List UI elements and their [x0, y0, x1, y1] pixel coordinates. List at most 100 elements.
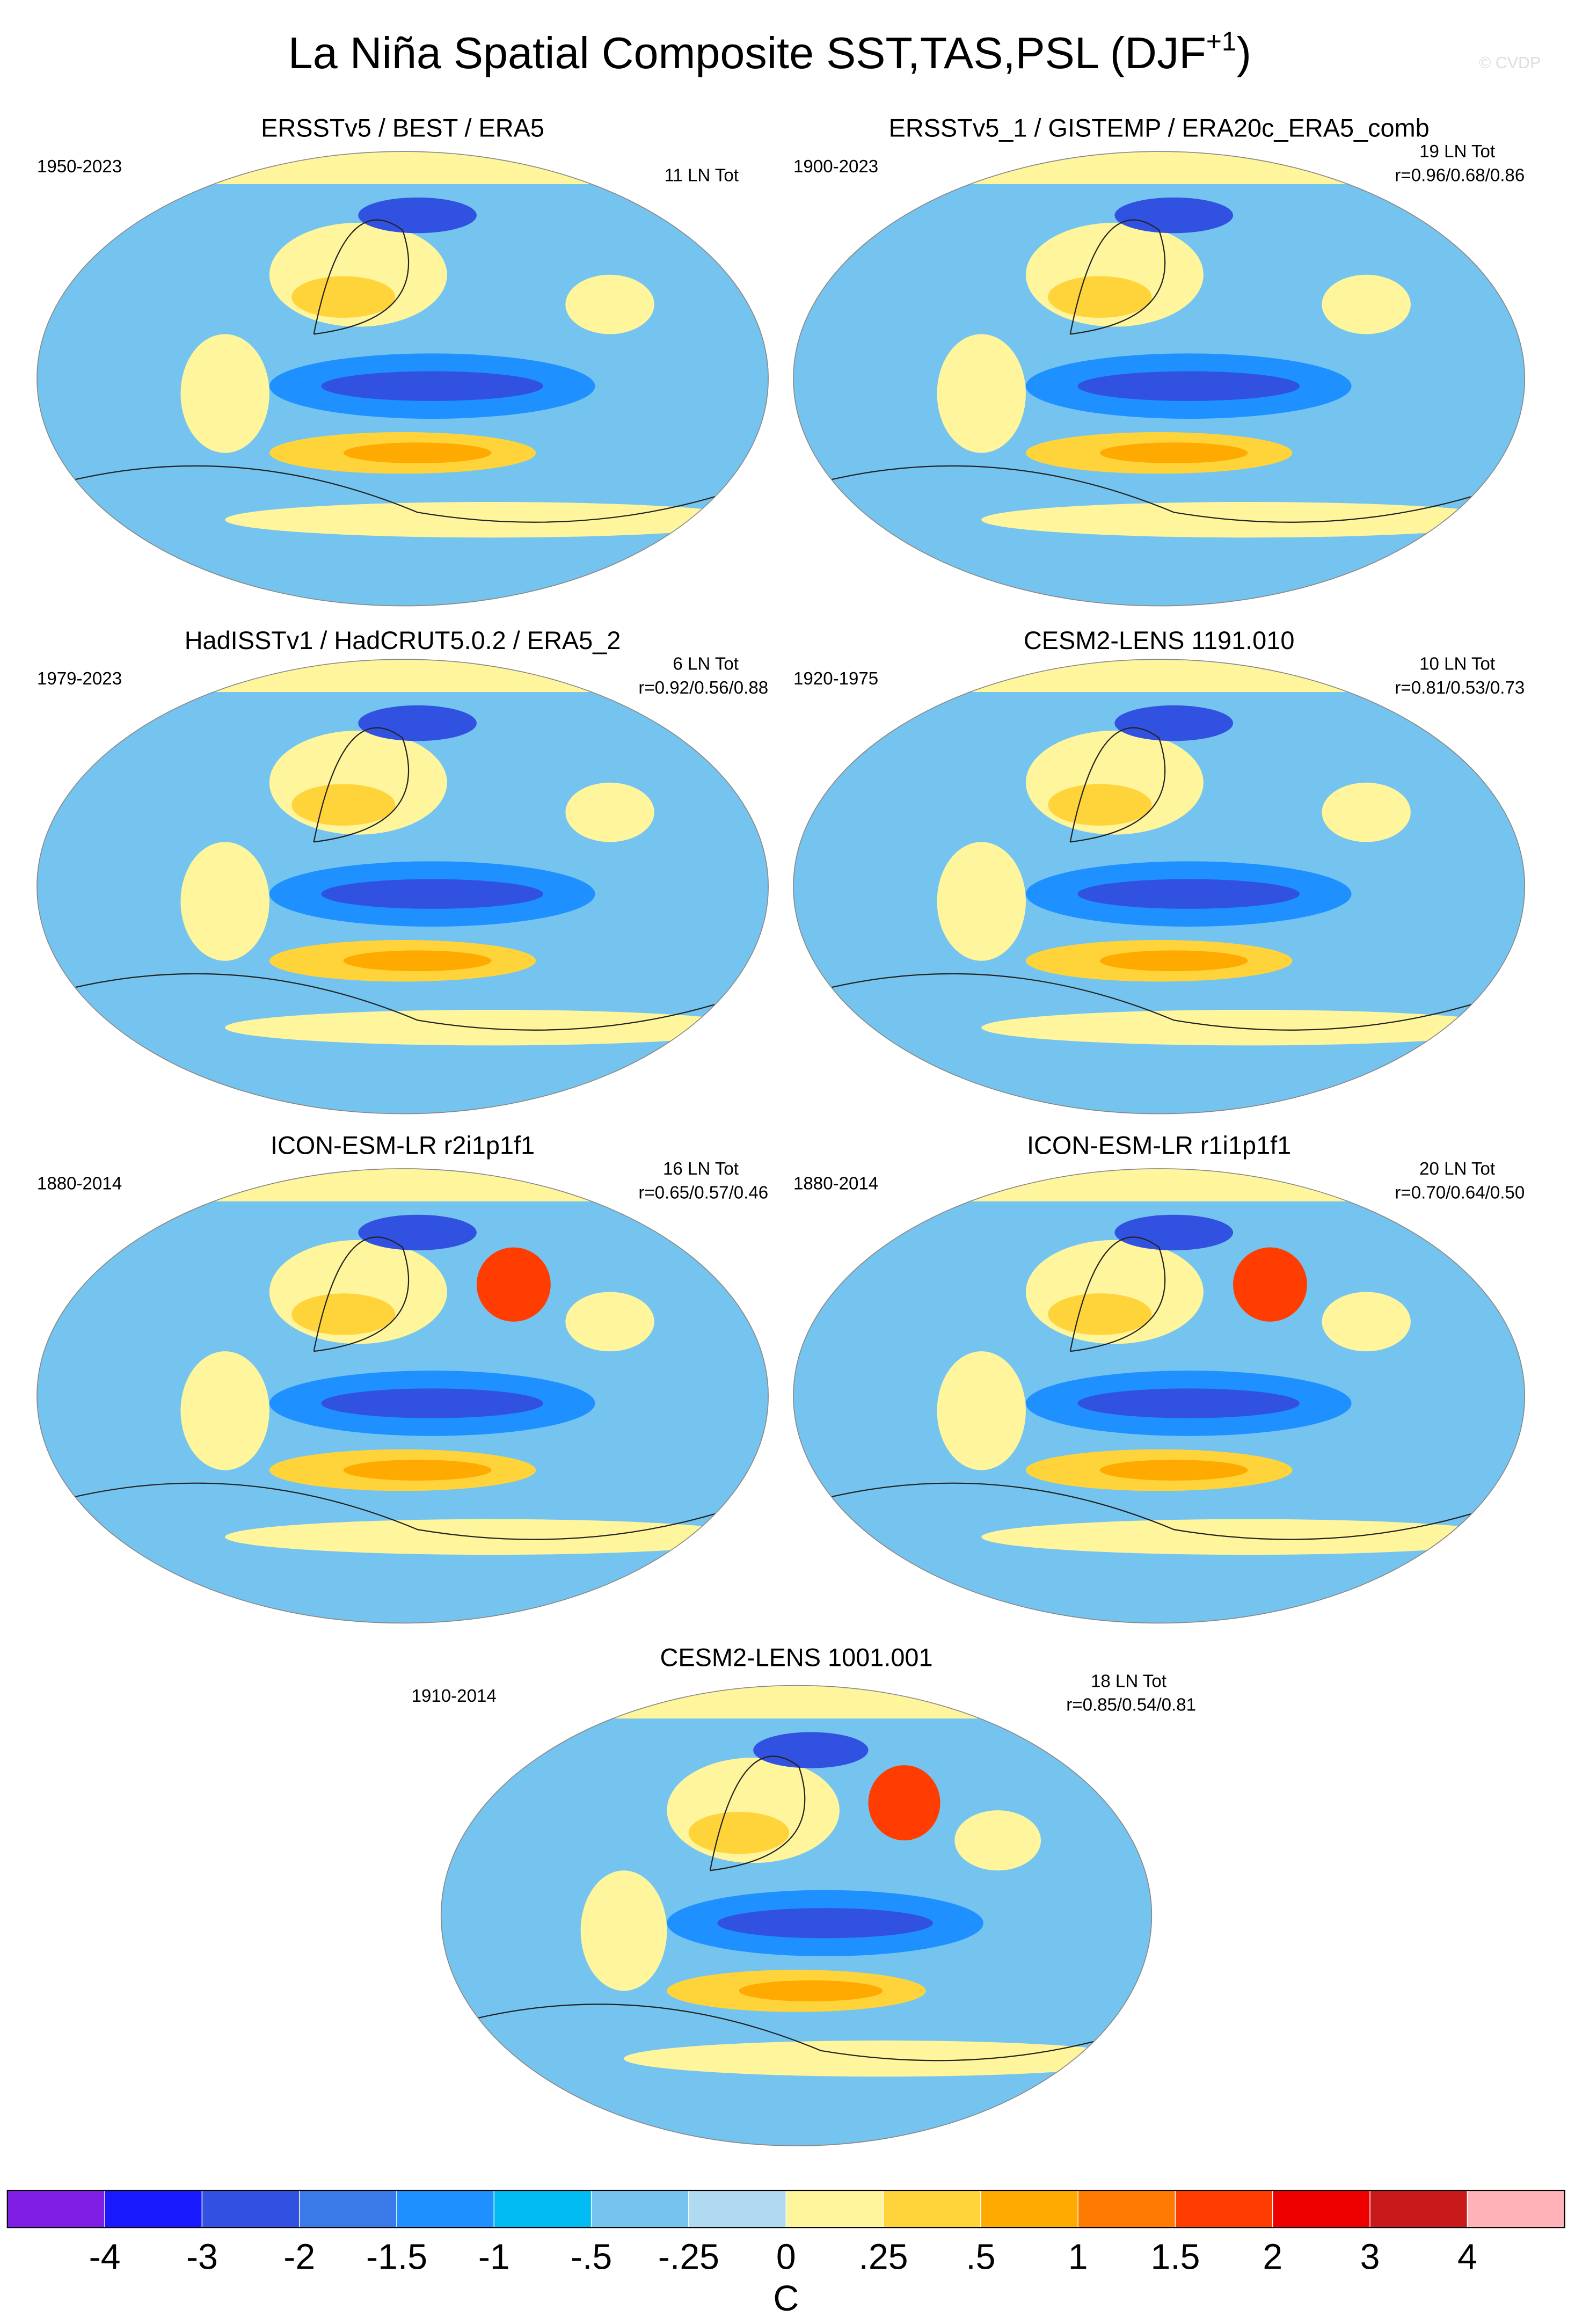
arctic-cold — [1114, 705, 1234, 741]
panel-title: CESM2-LENS 1001.001 — [660, 1643, 933, 1672]
arctic-cold — [358, 705, 477, 741]
panel-correlation: r=0.92/0.56/0.88 — [638, 678, 768, 698]
north-pacific-warm-core — [1048, 276, 1152, 318]
southern-band — [225, 1009, 758, 1046]
atlantic-warm — [1322, 782, 1411, 842]
north-pacific-warm-core — [291, 784, 396, 826]
arctic-cold — [1114, 197, 1234, 234]
colorbar-box — [104, 2190, 203, 2228]
colorbar-outline — [6, 2189, 1565, 2228]
colorbar-box — [590, 2190, 689, 2228]
colorbar-label: -4 — [89, 2238, 121, 2277]
equatorial-cold-core — [1077, 371, 1300, 401]
panel-period: 1880-2014 — [37, 1174, 122, 1194]
colorbar-box — [1175, 2190, 1273, 2228]
colorbar-box — [299, 2190, 397, 2228]
colorbar-label: 4 — [1457, 2238, 1477, 2277]
map-outline — [37, 659, 769, 1114]
south-pacific-warm-core — [343, 950, 492, 972]
psl-contour — [62, 973, 759, 1031]
panel-period: 1900-2023 — [793, 157, 878, 177]
map — [441, 1685, 1152, 2146]
map-outline — [440, 1685, 1153, 2146]
south-pacific-warm-core — [739, 1980, 883, 2002]
maritime-warm — [937, 1351, 1026, 1470]
arctic-cold — [358, 1214, 477, 1251]
colorbar-label: -1 — [478, 2238, 510, 2277]
colorbar-box — [1467, 2190, 1565, 2228]
arctic-cold — [753, 1732, 869, 1768]
panel-title: HadISSTv1 / HadCRUT5.0.2 / ERA5_2 — [185, 626, 621, 654]
colorbar-box — [396, 2190, 495, 2228]
panel-title: ICON-ESM-LR r1i1p1f1 — [1027, 1131, 1291, 1159]
panel-period: 1950-2023 — [37, 157, 122, 177]
atlantic-warm — [565, 274, 654, 334]
colorbar-label: 1.5 — [1150, 2238, 1200, 2277]
panel-count: 19 LN Tot — [1419, 142, 1495, 162]
panel-period: 1920-1975 — [793, 669, 878, 689]
map-outline — [37, 1168, 769, 1624]
psl-contour — [818, 465, 1515, 523]
psl-contour — [1069, 1236, 1166, 1352]
colorbar-box — [785, 2190, 884, 2228]
panel-count: 20 LN Tot — [1419, 1159, 1495, 1179]
south-pacific-warm-core — [343, 1460, 492, 1481]
arctic-cold — [358, 197, 477, 234]
north-america-warm — [476, 1247, 551, 1322]
southern-band — [225, 1519, 758, 1555]
colorbar-label: 0 — [776, 2238, 796, 2277]
map-outline — [37, 151, 769, 607]
map-outline — [793, 659, 1526, 1114]
panel-correlation: r=0.81/0.53/0.73 — [1395, 678, 1525, 698]
panel-count: 11 LN Tot — [664, 165, 739, 185]
southern-band — [225, 501, 758, 538]
maritime-warm — [937, 334, 1026, 453]
watermark: © CVDP — [1479, 54, 1541, 72]
south-pacific-warm-core — [1099, 1460, 1248, 1481]
equatorial-cold-core — [321, 1388, 544, 1418]
psl-contour — [313, 219, 410, 335]
map — [793, 1168, 1525, 1623]
maritime-warm — [580, 1870, 667, 1991]
southern-band — [981, 1009, 1514, 1046]
colorbar-label: 2 — [1263, 2238, 1282, 2277]
figure-title: La Niña Spatial Composite SST,TAS,PSL (D… — [288, 26, 1251, 78]
psl-contour — [1069, 219, 1166, 335]
panel-title: ICON-ESM-LR r2i1p1f1 — [271, 1131, 535, 1159]
atlantic-warm — [954, 1810, 1041, 1871]
southern-band — [981, 501, 1514, 538]
colorbar-box — [1369, 2190, 1468, 2228]
equatorial-cold-core — [717, 1908, 934, 1939]
colorbar-box — [1272, 2190, 1370, 2228]
colorbar-box — [1077, 2190, 1176, 2228]
maritime-warm — [937, 842, 1026, 961]
colorbar-label: -.5 — [571, 2238, 612, 2277]
panel-count: 10 LN Tot — [1419, 654, 1495, 674]
psl-contour — [62, 465, 759, 523]
arctic-cap — [441, 1685, 1152, 1719]
colorbar-label: .5 — [966, 2238, 995, 2277]
psl-contour — [818, 973, 1515, 1031]
panel-correlation: r=0.70/0.64/0.50 — [1395, 1183, 1525, 1203]
panel-title: CESM2-LENS 1191.010 — [1024, 626, 1295, 654]
equatorial-cold-core — [1077, 879, 1300, 909]
psl-contour — [465, 2004, 1152, 2061]
north-america-warm — [868, 1765, 940, 1841]
panel-count: 16 LN Tot — [663, 1159, 739, 1179]
colorbar-label: -2 — [283, 2238, 315, 2277]
title-superscript: +1 — [1206, 26, 1237, 56]
map — [37, 1168, 769, 1623]
panel-correlation: r=0.85/0.54/0.81 — [1066, 1695, 1196, 1715]
psl-contour — [62, 1482, 759, 1540]
psl-contour — [709, 1755, 806, 1871]
map — [793, 659, 1525, 1114]
panel-correlation: r=0.65/0.57/0.46 — [638, 1183, 768, 1203]
maritime-warm — [180, 334, 269, 453]
colorbar-box — [688, 2190, 786, 2228]
colorbar-label: -1.5 — [366, 2238, 427, 2277]
atlantic-warm — [1322, 1292, 1411, 1352]
equatorial-cold-core — [321, 879, 544, 909]
atlantic-warm — [565, 782, 654, 842]
